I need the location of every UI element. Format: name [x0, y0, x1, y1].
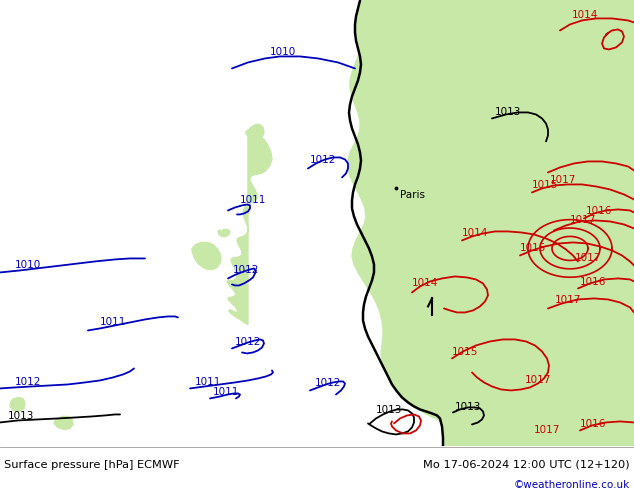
Text: 1017: 1017	[534, 425, 560, 436]
Text: 1014: 1014	[462, 228, 488, 239]
Polygon shape	[348, 0, 634, 446]
Text: 1012: 1012	[315, 378, 341, 389]
Text: 1015: 1015	[520, 244, 547, 253]
Polygon shape	[192, 243, 221, 270]
Text: 1011: 1011	[213, 388, 240, 397]
Text: 1011: 1011	[240, 196, 266, 205]
Text: 1013: 1013	[495, 107, 521, 118]
Text: Paris: Paris	[400, 191, 425, 200]
Text: 1015: 1015	[452, 347, 479, 357]
Text: 1017: 1017	[575, 253, 602, 264]
Text: 1011: 1011	[195, 377, 221, 388]
Polygon shape	[246, 124, 264, 140]
Text: 1013: 1013	[455, 402, 481, 413]
Text: Mo 17-06-2024 12:00 UTC (12+120): Mo 17-06-2024 12:00 UTC (12+120)	[424, 460, 630, 470]
Text: 1016: 1016	[580, 277, 606, 288]
Text: ©weatheronline.co.uk: ©weatheronline.co.uk	[514, 480, 630, 490]
Text: 1017: 1017	[570, 216, 597, 225]
Text: 1011: 1011	[100, 318, 126, 327]
Polygon shape	[10, 397, 25, 412]
Text: Surface pressure [hPa] ECMWF: Surface pressure [hPa] ECMWF	[4, 460, 179, 470]
Text: 1016: 1016	[586, 206, 612, 217]
Polygon shape	[528, 10, 541, 28]
Text: 1014: 1014	[412, 278, 438, 289]
Text: 1014: 1014	[572, 10, 598, 21]
Text: 1010: 1010	[15, 261, 41, 270]
Polygon shape	[398, 58, 410, 72]
Text: 1010: 1010	[270, 48, 296, 57]
Text: 1012: 1012	[310, 155, 337, 166]
Text: 1013: 1013	[8, 412, 34, 421]
Text: 1012: 1012	[233, 266, 259, 275]
Text: 1017: 1017	[550, 175, 576, 185]
Polygon shape	[218, 229, 230, 237]
Text: 1013: 1013	[376, 405, 403, 416]
Text: 1012: 1012	[235, 338, 261, 347]
Polygon shape	[54, 416, 73, 429]
Text: 1017: 1017	[555, 295, 581, 305]
Text: 1012: 1012	[15, 377, 41, 388]
Text: 1015: 1015	[532, 180, 559, 191]
Text: 1016: 1016	[580, 419, 606, 429]
Text: 1017: 1017	[525, 375, 552, 386]
Polygon shape	[227, 130, 272, 324]
